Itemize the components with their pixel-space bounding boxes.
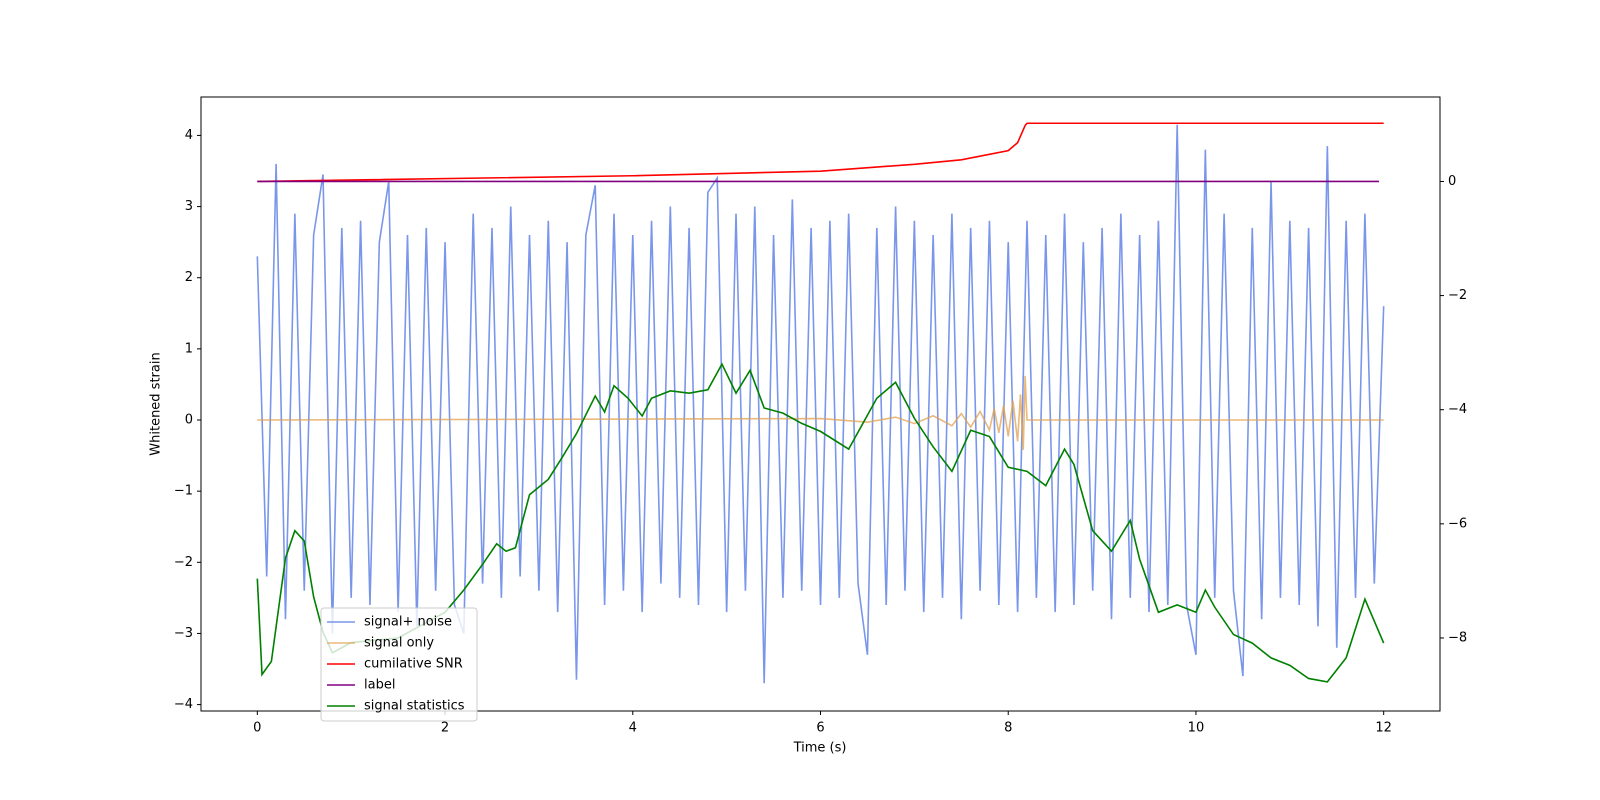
- x-tick-label: 12: [1375, 721, 1392, 736]
- y-tick-label: −1: [174, 484, 193, 499]
- y2-tick-label: 0: [1448, 174, 1456, 189]
- y-tick-label: −3: [174, 626, 193, 641]
- series-line: [257, 375, 1384, 450]
- y-tick-label: 4: [185, 128, 193, 143]
- y-tick-label: 1: [185, 341, 193, 356]
- y2-tick-label: −6: [1448, 516, 1467, 531]
- y-tick-label: 2: [185, 270, 193, 285]
- legend-label: cumilative SNR: [364, 657, 463, 672]
- y-tick-label: −4: [174, 697, 193, 712]
- legend-label: signal+ noise: [364, 615, 452, 630]
- x-tick-label: 4: [629, 721, 637, 736]
- y2-tick-label: −8: [1448, 630, 1467, 645]
- legend-label: label: [364, 678, 395, 693]
- series-line: [257, 122, 1384, 183]
- x-axis-label: Time (s): [793, 741, 847, 756]
- y2-tick-label: −2: [1448, 288, 1467, 303]
- series-line: [256, 124, 1385, 684]
- legend-label: signal only: [364, 636, 434, 651]
- legend-box: [320, 607, 478, 722]
- y2-tick-label: −4: [1448, 402, 1467, 417]
- y-tick-label: −2: [174, 555, 193, 570]
- legend-label: signal statistics: [364, 699, 465, 714]
- y-tick-label: 3: [185, 199, 193, 214]
- x-tick-label: 10: [1188, 721, 1205, 736]
- y-tick-label: 0: [185, 413, 193, 428]
- x-tick-label: 0: [253, 721, 261, 736]
- x-tick-label: 6: [816, 721, 824, 736]
- x-tick-label: 2: [441, 721, 449, 736]
- y-axis-label: Whitened strain: [149, 352, 164, 455]
- x-tick-label: 8: [1004, 721, 1012, 736]
